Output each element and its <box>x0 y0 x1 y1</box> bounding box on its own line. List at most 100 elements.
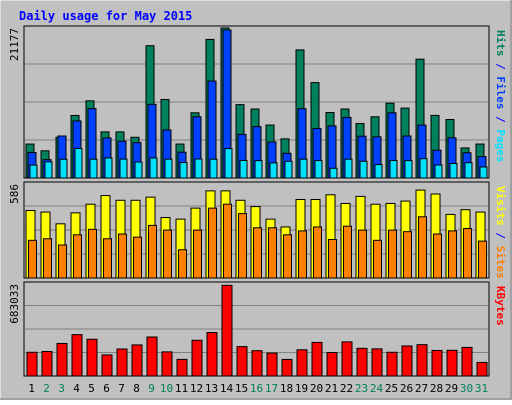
bar-pages-day-11 <box>179 162 188 179</box>
x-tick-label: 26 <box>400 382 413 395</box>
bar-pages-day-10 <box>164 158 173 179</box>
bar-sites-day-9 <box>148 224 157 279</box>
bar-sites-day-17 <box>268 227 277 279</box>
x-tick-label: 31 <box>475 382 488 395</box>
bar-kbytes-day-18 <box>281 358 293 377</box>
x-tick-label: 30 <box>460 382 473 395</box>
bar-pages-day-26 <box>404 160 413 179</box>
bar-pages-day-23 <box>359 160 368 179</box>
bar-pages-day-3 <box>59 158 68 179</box>
bar-pages-day-8 <box>134 161 143 179</box>
bar-kbytes-day-23 <box>356 347 368 377</box>
x-tick-label: 6 <box>103 382 110 395</box>
bar-sites-day-7 <box>118 233 127 279</box>
bar-kbytes-day-13 <box>206 332 218 377</box>
bar-sites-day-6 <box>103 238 112 279</box>
bar-sites-day-10 <box>163 229 172 279</box>
bar-pages-day-6 <box>104 157 113 179</box>
series-label-part: / <box>494 226 507 246</box>
bar-pages-day-30 <box>464 162 473 179</box>
bar-kbytes-day-26 <box>401 345 413 377</box>
bar-pages-day-7 <box>119 158 128 179</box>
bar-pages-day-20 <box>314 160 323 179</box>
x-tick-label: 2 <box>43 382 50 395</box>
panel-bottom-max-label: 683033 <box>8 284 21 324</box>
bar-kbytes-day-5 <box>86 338 98 377</box>
bar-kbytes-day-10 <box>161 351 173 377</box>
bar-sites-day-28 <box>433 233 442 279</box>
x-tick-label: 16 <box>250 382 263 395</box>
x-tick-label: 19 <box>295 382 308 395</box>
x-tick-label: 7 <box>118 382 125 395</box>
bar-kbytes-day-29 <box>446 349 458 377</box>
x-tick-label: 10 <box>160 382 173 395</box>
bar-sites-day-29 <box>448 230 457 279</box>
bar-pages-day-22 <box>344 158 353 179</box>
bar-sites-day-16 <box>253 227 262 279</box>
bar-pages-day-27 <box>419 158 428 179</box>
bar-pages-day-5 <box>89 158 98 179</box>
bar-pages-day-2 <box>44 161 53 179</box>
bar-sites-day-20 <box>313 226 322 279</box>
bar-kbytes-day-15 <box>236 346 248 377</box>
bar-pages-day-17 <box>269 162 278 179</box>
x-tick-label: 21 <box>325 382 338 395</box>
bar-pages-day-4 <box>74 147 83 179</box>
bar-sites-day-26 <box>403 231 412 279</box>
bar-sites-day-27 <box>418 216 427 279</box>
bar-kbytes-day-19 <box>296 349 308 377</box>
panel-top-max-label: 21177 <box>8 28 21 61</box>
series-label-part: / <box>494 110 507 130</box>
bar-pages-day-9 <box>149 157 158 179</box>
bar-pages-day-29 <box>449 163 458 179</box>
panel-middle-series-label: Visits / Sites <box>494 186 507 279</box>
bar-sites-day-14 <box>223 203 232 279</box>
x-tick-label: 12 <box>190 382 203 395</box>
panel-bottom-series-label: KBytes <box>494 286 507 326</box>
bar-kbytes-day-27 <box>416 344 428 377</box>
bar-sites-day-18 <box>283 234 292 279</box>
x-tick-label: 29 <box>445 382 458 395</box>
series-label-part: Files <box>494 76 507 109</box>
x-tick-label: 4 <box>73 382 80 395</box>
bar-kbytes-day-21 <box>326 352 338 377</box>
bar-kbytes-day-8 <box>131 344 143 377</box>
bar-sites-day-8 <box>133 236 142 279</box>
bar-sites-day-21 <box>328 239 337 279</box>
x-tick-label: 22 <box>340 382 353 395</box>
bar-kbytes-day-17 <box>266 352 278 377</box>
x-tick-label: 28 <box>430 382 443 395</box>
bar-kbytes-day-14 <box>221 284 233 377</box>
bar-pages-day-24 <box>374 164 383 179</box>
bar-pages-day-15 <box>239 159 248 179</box>
x-tick-label: 13 <box>205 382 218 395</box>
bar-kbytes-day-22 <box>341 341 353 377</box>
x-tick-label: 3 <box>58 382 65 395</box>
bar-pages-day-28 <box>434 164 443 179</box>
bar-sites-day-2 <box>43 238 52 279</box>
x-tick-label: 27 <box>415 382 428 395</box>
x-tick-label: 18 <box>280 382 293 395</box>
x-tick-label: 24 <box>370 382 384 395</box>
bar-sites-day-13 <box>208 207 217 279</box>
x-tick-label: 8 <box>133 382 140 395</box>
bar-kbytes-day-16 <box>251 350 263 377</box>
bar-sites-day-1 <box>28 239 37 279</box>
bar-kbytes-day-3 <box>56 342 68 377</box>
bar-pages-day-13 <box>209 158 218 179</box>
x-tick-label: 5 <box>88 382 95 395</box>
bar-pages-day-16 <box>254 160 263 179</box>
bar-pages-day-25 <box>389 159 398 179</box>
bar-kbytes-day-7 <box>116 348 128 377</box>
x-tick-label: 14 <box>220 382 234 395</box>
series-label-part: KBytes <box>494 286 507 326</box>
bar-kbytes-day-1 <box>26 351 38 377</box>
bar-kbytes-day-28 <box>431 349 443 377</box>
bar-sites-day-19 <box>298 230 307 279</box>
bar-pages-day-21 <box>329 167 338 179</box>
bar-pages-day-12 <box>194 158 203 179</box>
series-label-part: / <box>494 57 507 77</box>
